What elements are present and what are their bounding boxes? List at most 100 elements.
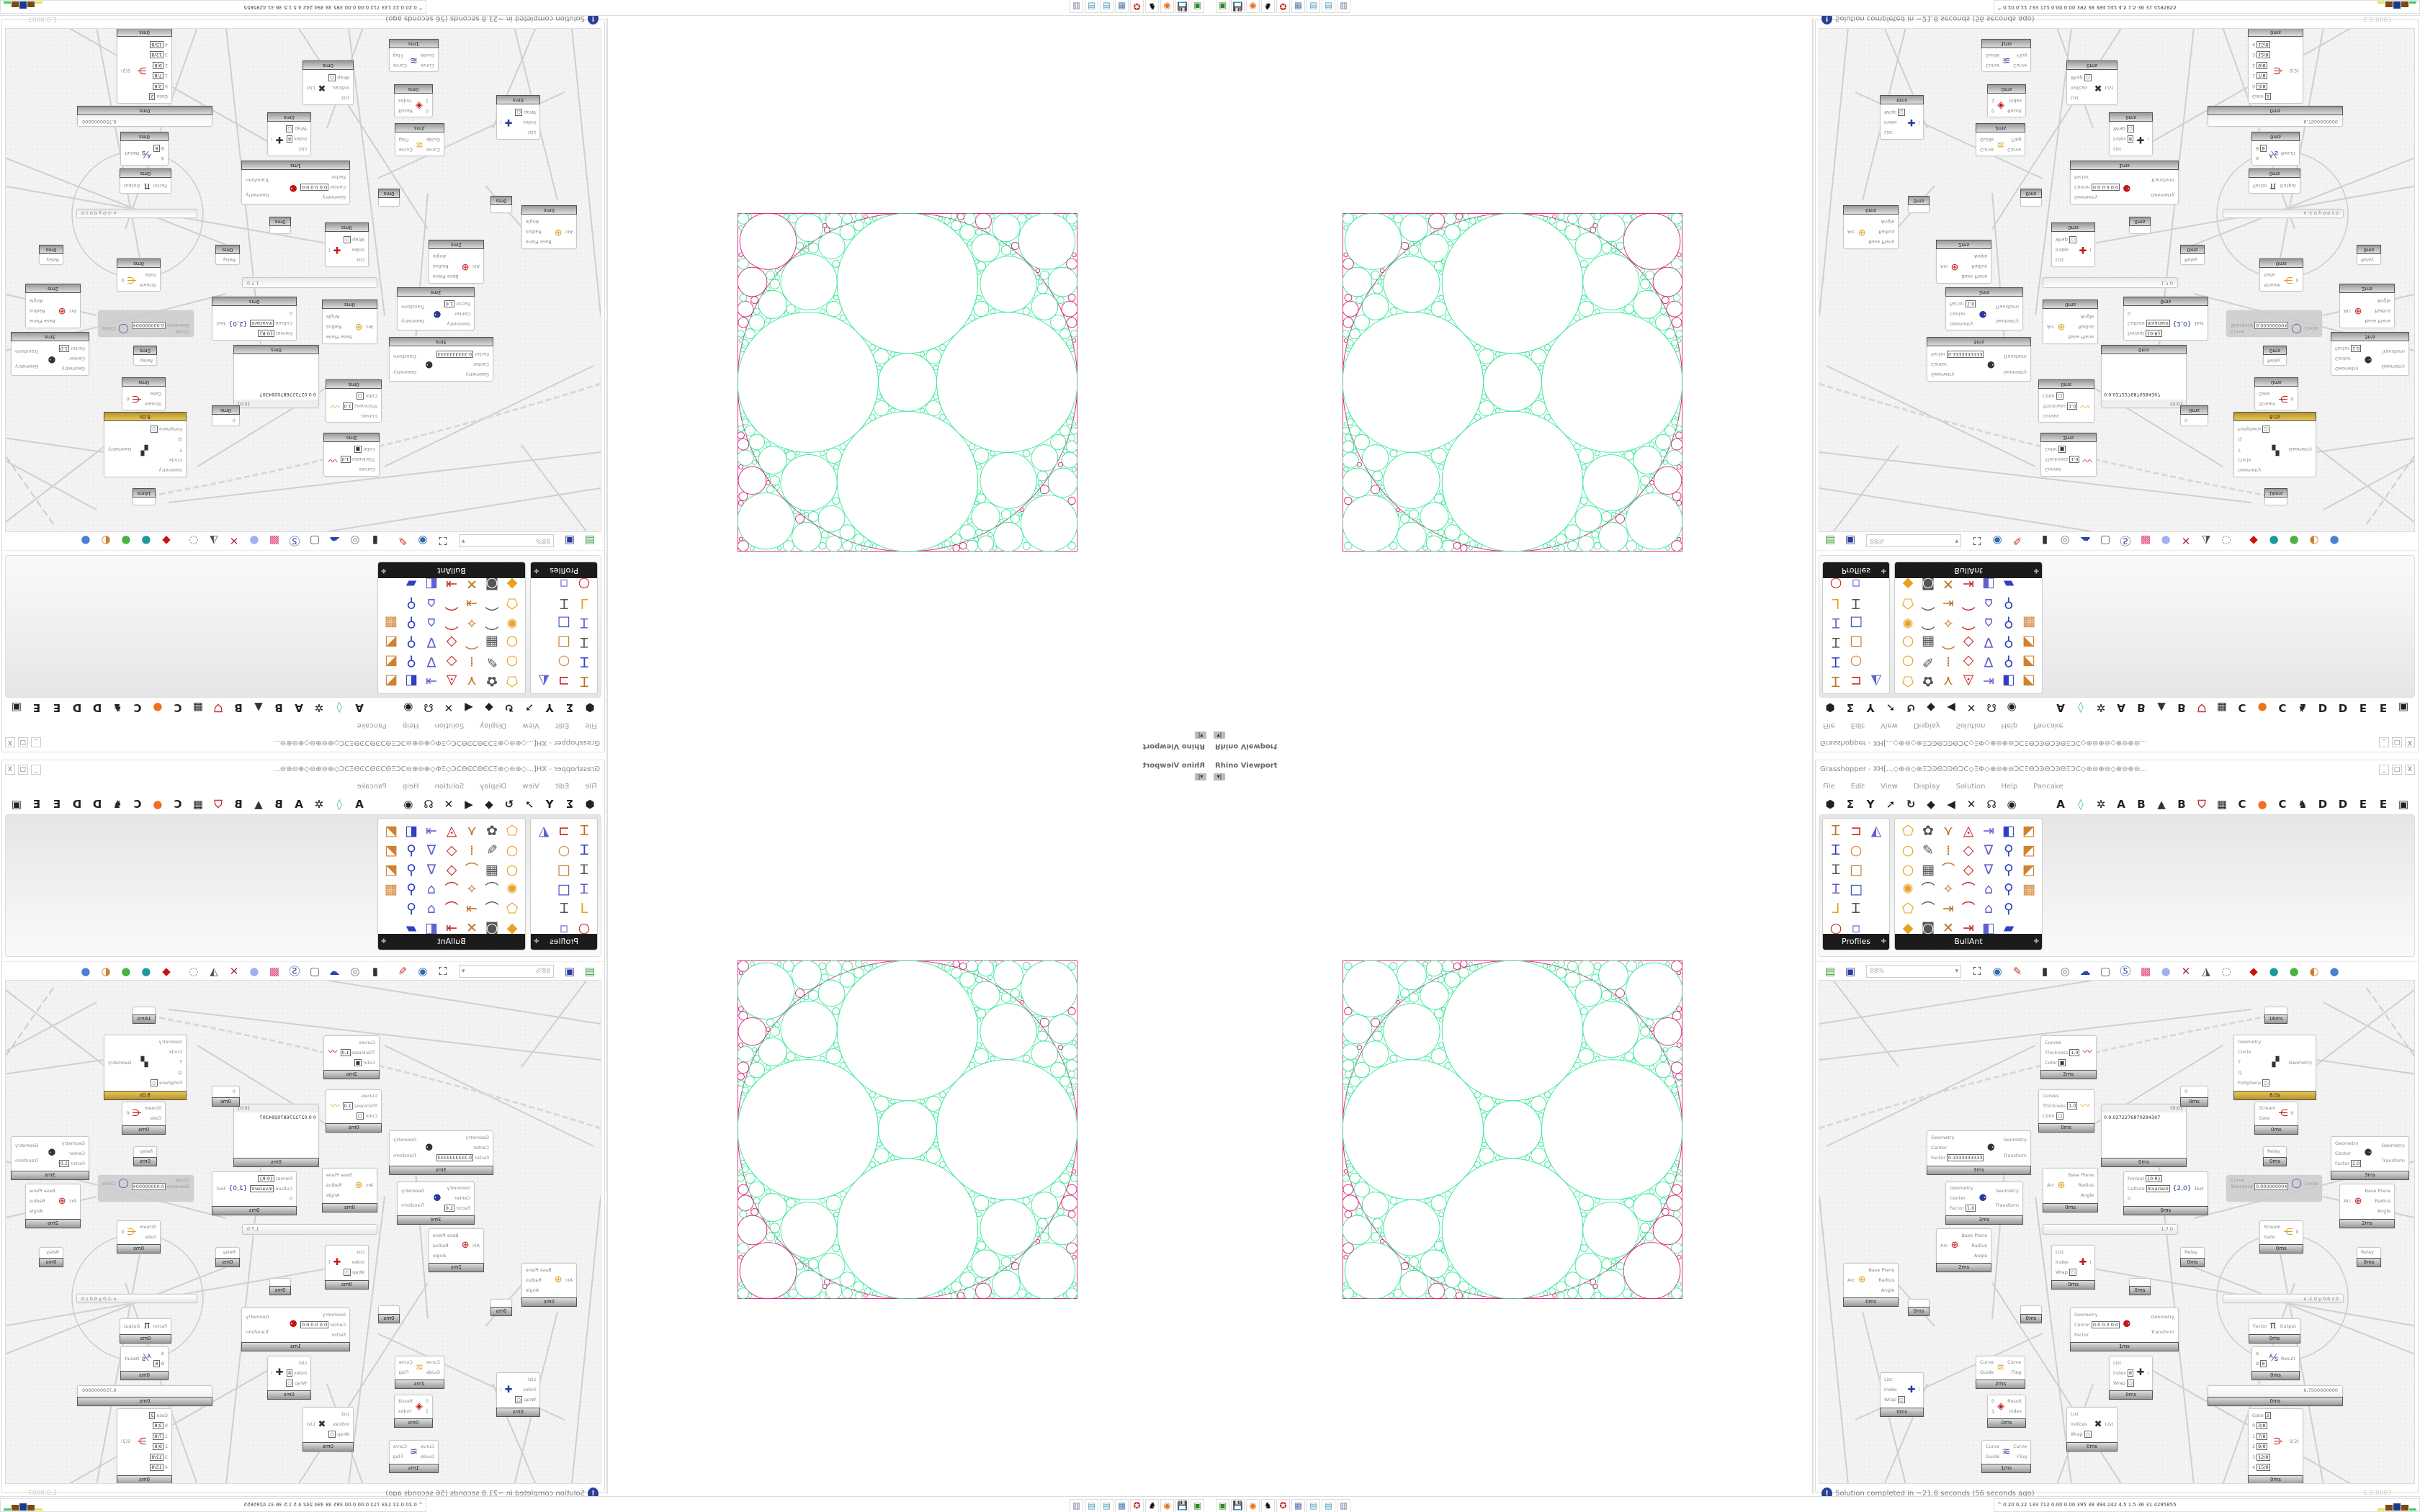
output-param[interactable]: Radius (29, 1197, 45, 1204)
tab-a-icon[interactable]: A (2117, 701, 2125, 714)
input-param[interactable]: Arc (1847, 229, 1855, 235)
param-value[interactable]: 1.0 (340, 1048, 351, 1056)
bullant-component-icon[interactable]: ⚲ (2004, 634, 2014, 650)
panel-label[interactable]: Profiles ✚ (1823, 934, 1889, 950)
pin-icon[interactable]: ✚ (534, 938, 539, 945)
component-node[interactable]: Relay 0ms (2263, 346, 2287, 366)
cluster-icon[interactable]: ◎ (350, 964, 360, 978)
input-param[interactable]: Guide (426, 1369, 440, 1376)
panel-label[interactable]: Profiles ✚ (531, 934, 597, 950)
input-param[interactable]: Relay (2267, 1148, 2280, 1155)
input-param[interactable]: Tolerance0.000000004 (131, 322, 189, 329)
output-param[interactable]: Index (398, 98, 411, 104)
maximize-button[interactable]: □ (18, 737, 28, 748)
profiles-component-icon[interactable] (1866, 880, 1886, 899)
bullant-component-icon[interactable]: ✎ (1922, 654, 1934, 670)
input-param[interactable]: Center (2335, 356, 2361, 362)
output-param[interactable]: Base Plane (29, 318, 55, 325)
bullant-component-icon[interactable]: ⚲ (406, 881, 416, 897)
tab-a-icon[interactable]: A (2056, 798, 2065, 811)
input-param[interactable]: Relay (46, 1249, 59, 1256)
orange-dot-icon[interactable]: ● (153, 798, 163, 811)
input-param[interactable]: List (2113, 1360, 2134, 1367)
output-param[interactable]: i (271, 1369, 273, 1376)
bullant-component-icon[interactable]: ⌒ (1941, 862, 1955, 878)
panel-text[interactable]: 0 0.0272276870284307 (259, 1115, 316, 1120)
param-value[interactable]: 8 (2127, 135, 2134, 143)
tab-d-icon[interactable]: D (72, 701, 82, 714)
tab-c-icon[interactable]: C (2238, 798, 2246, 811)
red-gem-icon[interactable]: ◆ (2249, 534, 2258, 548)
params-hexagon-icon[interactable]: ⬢ (585, 701, 595, 714)
cross-icon[interactable]: ✕ (229, 964, 239, 978)
input-param[interactable]: Wrap○ (286, 125, 307, 133)
input-param[interactable]: Relay (2184, 1249, 2197, 1256)
bullant-component-icon[interactable]: ✿ (486, 823, 498, 839)
cha-icon[interactable]: ☁ (329, 534, 341, 548)
bullant-component-icon[interactable] (381, 593, 401, 613)
tab-d-icon[interactable]: D (92, 701, 102, 714)
menu-view[interactable]: View (522, 721, 539, 730)
bullant-component-icon[interactable]: ⁞ (469, 842, 475, 858)
output-param[interactable]: Curve (2013, 1444, 2027, 1450)
input-param[interactable]: Q (151, 436, 182, 442)
input-param[interactable]: Color■ (2045, 446, 2079, 454)
slider-value[interactable]: 1.7 0 (247, 1226, 259, 1232)
pin-icon[interactable]: ✚ (1881, 567, 1886, 574)
input-param[interactable]: Stream (144, 400, 161, 407)
bullant-component-icon[interactable]: ▦ (485, 634, 498, 650)
input-param[interactable]: Relay (2361, 1249, 2374, 1256)
output-param[interactable]: Angle (2377, 1208, 2391, 1215)
output-param[interactable]: Transform (401, 303, 425, 310)
bullant-component-icon[interactable]: ✿ (1922, 673, 1934, 689)
bullant-component-icon[interactable]: ◩ (2022, 842, 2035, 858)
orange-dot-icon[interactable]: ● (2257, 798, 2267, 811)
profiles-component-icon[interactable] (1866, 652, 1886, 671)
input-param[interactable]: Center (1931, 361, 1984, 367)
red-gem-icon[interactable]: ◆ (162, 534, 171, 548)
input-param[interactable]: Geometry (1950, 1185, 1976, 1192)
red-gem-icon[interactable]: ◆ (162, 964, 171, 978)
input-param[interactable]: Curve (132, 328, 189, 335)
bullant-component-icon[interactable]: ⌂ (426, 901, 436, 917)
param-value[interactable]: 8 (2260, 1359, 2267, 1367)
menu-help[interactable]: Help (402, 782, 419, 791)
input-param[interactable]: Thickness1.0 (340, 456, 375, 464)
tab-b-icon[interactable]: B (234, 701, 243, 714)
output-param[interactable]: Result (2280, 150, 2295, 157)
input-param[interactable]: A (153, 156, 164, 162)
intersect-icon[interactable]: ✕ (1966, 701, 1976, 714)
tab-c-icon[interactable]: C (2278, 798, 2287, 811)
bullant-component-icon[interactable]: ⁞ (1945, 654, 1951, 670)
notepad-icon[interactable]: ▤ (1322, 0, 1335, 13)
number-slider[interactable]: 6.7500000000 0ms (2208, 1385, 2343, 1406)
output-param[interactable]: i (500, 120, 502, 125)
output-param[interactable]: Geometry (2381, 364, 2405, 369)
bullant-component-icon[interactable]: ◇ (446, 862, 457, 878)
profiles-component-icon[interactable]: Ꮖ (579, 823, 589, 839)
component-node[interactable]: Curve Guide ≋ Curve Flag 1ms (388, 1440, 439, 1473)
input-param[interactable]: Gate (2259, 390, 2276, 397)
output-param[interactable]: Geometry (401, 1187, 425, 1194)
input-param[interactable]: List (2113, 146, 2134, 153)
bullant-component-icon[interactable]: ◩ (2022, 823, 2035, 839)
menu-view[interactable]: View (522, 782, 539, 791)
output-param[interactable]: Radius (2078, 324, 2094, 330)
component-node[interactable]: Arc ⊕ Base Plane Radius Angle 2ms (2339, 284, 2396, 328)
input-param[interactable]: 1 (426, 1408, 429, 1415)
component-node[interactable]: Curve Guide ≋ Curve Flag 2ms (1976, 123, 2026, 156)
input-param[interactable]: Stream (2259, 1105, 2276, 1112)
output-param[interactable]: Base Plane (1868, 239, 1895, 246)
param-value[interactable]: 1.0 (58, 1159, 70, 1167)
input-param[interactable]: Curve (421, 62, 434, 68)
